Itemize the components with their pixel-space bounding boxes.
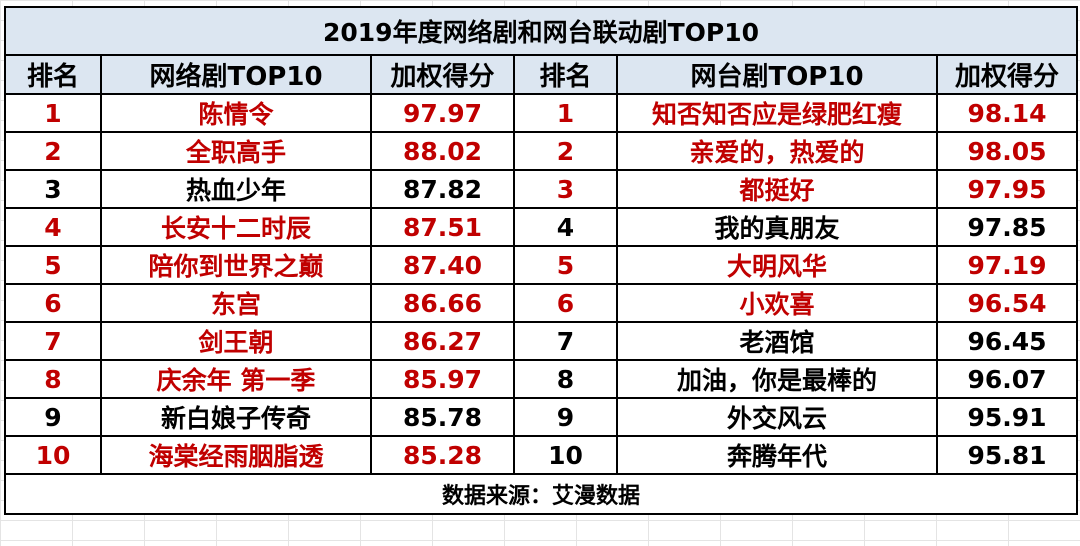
tv-score-cell: 97.85 — [936, 207, 1078, 247]
tv-rank-cell: 8 — [513, 359, 618, 399]
table-row: 1 陈情令 97.97 1 知否知否应是绿肥红瘦 98.14 — [4, 93, 1078, 133]
tv-score-cell: 96.45 — [936, 321, 1078, 361]
tv-rank-cell: 7 — [513, 321, 618, 361]
table-row: 5 陪你到世界之巅 87.40 5 大明风华 97.19 — [4, 245, 1078, 285]
tv-drama-cell: 老酒馆 — [616, 321, 938, 361]
tv-score-cell: 96.07 — [936, 359, 1078, 399]
web-score-cell: 87.40 — [370, 245, 515, 285]
table-row: 4 长安十二时辰 87.51 4 我的真朋友 97.85 — [4, 207, 1078, 247]
web-rank-cell: 2 — [4, 131, 102, 171]
web-score-cell: 86.27 — [370, 321, 515, 361]
data-source-note: 数据来源：艾漫数据 — [4, 473, 1078, 515]
tv-rank-cell: 6 — [513, 283, 618, 323]
tv-score-cell: 95.81 — [936, 435, 1078, 475]
tv-rank-cell: 2 — [513, 131, 618, 171]
table-row: 6 东宫 86.66 6 小欢喜 96.54 — [4, 283, 1078, 323]
tv-rank-cell: 3 — [513, 169, 618, 209]
web-drama-cell: 东宫 — [100, 283, 372, 323]
web-rank-cell: 5 — [4, 245, 102, 285]
web-drama-cell: 长安十二时辰 — [100, 207, 372, 247]
tv-drama-cell: 小欢喜 — [616, 283, 938, 323]
web-score-cell: 87.51 — [370, 207, 515, 247]
table-row: 3 热血少年 87.82 3 都挺好 97.95 — [4, 169, 1078, 209]
table-row: 10 海棠经雨胭脂透 85.28 10 奔腾年代 95.81 — [4, 435, 1078, 475]
tv-drama-cell: 我的真朋友 — [616, 207, 938, 247]
web-rank-cell: 10 — [4, 435, 102, 475]
header-rank-right: 排名 — [513, 54, 618, 95]
web-rank-cell: 3 — [4, 169, 102, 209]
web-drama-cell: 庆余年 第一季 — [100, 359, 372, 399]
web-rank-cell: 8 — [4, 359, 102, 399]
header-row: 排名 网络剧TOP10 加权得分 排名 网台剧TOP10 加权得分 — [4, 54, 1078, 95]
tv-rank-cell: 1 — [513, 93, 618, 133]
tv-drama-cell: 加油，你是最棒的 — [616, 359, 938, 399]
tv-score-cell: 97.95 — [936, 169, 1078, 209]
web-drama-cell: 海棠经雨胭脂透 — [100, 435, 372, 475]
web-rank-cell: 1 — [4, 93, 102, 133]
tv-rank-cell: 4 — [513, 207, 618, 247]
web-rank-cell: 9 — [4, 397, 102, 437]
tv-rank-cell: 10 — [513, 435, 618, 475]
web-drama-cell: 剑王朝 — [100, 321, 372, 361]
tv-score-cell: 95.91 — [936, 397, 1078, 437]
tv-drama-cell: 奔腾年代 — [616, 435, 938, 475]
tv-score-cell: 96.54 — [936, 283, 1078, 323]
tv-drama-cell: 都挺好 — [616, 169, 938, 209]
web-drama-cell: 全职高手 — [100, 131, 372, 171]
tv-score-cell: 98.05 — [936, 131, 1078, 171]
web-score-cell: 85.97 — [370, 359, 515, 399]
tv-drama-cell: 外交风云 — [616, 397, 938, 437]
source-row: 数据来源：艾漫数据 — [4, 473, 1078, 515]
web-rank-cell: 7 — [4, 321, 102, 361]
table-row: 7 剑王朝 86.27 7 老酒馆 96.45 — [4, 321, 1078, 361]
header-web-drama: 网络剧TOP10 — [100, 54, 372, 95]
tv-drama-cell: 大明风华 — [616, 245, 938, 285]
web-drama-cell: 陪你到世界之巅 — [100, 245, 372, 285]
header-score-left: 加权得分 — [370, 54, 515, 95]
title-row: 2019年度网络剧和网台联动剧TOP10 — [4, 6, 1078, 56]
header-score-right: 加权得分 — [936, 54, 1078, 95]
web-drama-cell: 热血少年 — [100, 169, 372, 209]
ranking-table: 2019年度网络剧和网台联动剧TOP10 排名 网络剧TOP10 加权得分 排名… — [4, 6, 1078, 515]
tv-score-cell: 97.19 — [936, 245, 1078, 285]
tv-score-cell: 98.14 — [936, 93, 1078, 133]
table-row: 2 全职高手 88.02 2 亲爱的，热爱的 98.05 — [4, 131, 1078, 171]
header-tv-drama: 网台剧TOP10 — [616, 54, 938, 95]
tv-drama-cell: 亲爱的，热爱的 — [616, 131, 938, 171]
web-drama-cell: 新白娘子传奇 — [100, 397, 372, 437]
web-score-cell: 88.02 — [370, 131, 515, 171]
table-title: 2019年度网络剧和网台联动剧TOP10 — [4, 6, 1078, 56]
web-score-cell: 87.82 — [370, 169, 515, 209]
tv-rank-cell: 9 — [513, 397, 618, 437]
header-rank-left: 排名 — [4, 54, 102, 95]
tv-rank-cell: 5 — [513, 245, 618, 285]
web-score-cell: 97.97 — [370, 93, 515, 133]
web-drama-cell: 陈情令 — [100, 93, 372, 133]
table-row: 8 庆余年 第一季 85.97 8 加油，你是最棒的 96.07 — [4, 359, 1078, 399]
web-rank-cell: 4 — [4, 207, 102, 247]
web-score-cell: 85.28 — [370, 435, 515, 475]
web-score-cell: 86.66 — [370, 283, 515, 323]
web-rank-cell: 6 — [4, 283, 102, 323]
web-score-cell: 85.78 — [370, 397, 515, 437]
tv-drama-cell: 知否知否应是绿肥红瘦 — [616, 93, 938, 133]
table-row: 9 新白娘子传奇 85.78 9 外交风云 95.91 — [4, 397, 1078, 437]
